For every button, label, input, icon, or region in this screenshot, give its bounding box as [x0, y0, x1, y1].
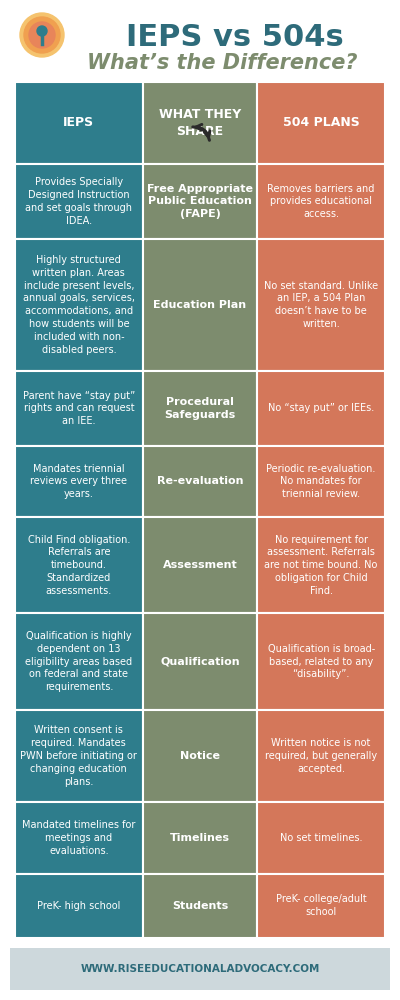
FancyBboxPatch shape: [15, 874, 143, 938]
Text: PreK- college/adult
school: PreK- college/adult school: [276, 894, 366, 917]
Text: IEPS: IEPS: [63, 116, 94, 129]
Text: No set timelines.: No set timelines.: [280, 833, 362, 843]
Text: Qualification: Qualification: [160, 657, 240, 667]
Text: Mandates triennial
reviews every three
years.: Mandates triennial reviews every three y…: [30, 464, 127, 499]
FancyBboxPatch shape: [15, 82, 143, 164]
Text: PreK- high school: PreK- high school: [37, 901, 120, 911]
FancyBboxPatch shape: [143, 874, 257, 938]
Text: Free Appropriate
Public Education
(FAPE): Free Appropriate Public Education (FAPE): [147, 184, 253, 219]
FancyBboxPatch shape: [143, 517, 257, 613]
Text: Timelines: Timelines: [170, 833, 230, 843]
FancyBboxPatch shape: [257, 82, 385, 164]
FancyBboxPatch shape: [143, 239, 257, 371]
FancyBboxPatch shape: [15, 710, 143, 802]
FancyBboxPatch shape: [257, 802, 385, 874]
FancyBboxPatch shape: [143, 613, 257, 710]
FancyBboxPatch shape: [257, 517, 385, 613]
Text: Qualification is broad-
based, related to any
“disability”.: Qualification is broad- based, related t…: [268, 644, 375, 679]
FancyBboxPatch shape: [10, 948, 390, 990]
FancyBboxPatch shape: [143, 446, 257, 517]
Text: Highly structured
written plan. Areas
include present levels,
annual goals, serv: Highly structured written plan. Areas in…: [23, 255, 135, 355]
FancyBboxPatch shape: [257, 874, 385, 938]
FancyBboxPatch shape: [15, 613, 143, 710]
Text: Procedural
Safeguards: Procedural Safeguards: [164, 397, 236, 420]
FancyBboxPatch shape: [15, 446, 143, 517]
Text: Provides Specially
Designed Instruction
and set goals through
IDEA.: Provides Specially Designed Instruction …: [25, 177, 132, 226]
Text: Mandated timelines for
meetings and
evaluations.: Mandated timelines for meetings and eval…: [22, 820, 136, 856]
FancyBboxPatch shape: [15, 517, 143, 613]
Text: Qualification is highly
dependent on 13
eligibility areas based
on federal and s: Qualification is highly dependent on 13 …: [25, 631, 132, 692]
Text: Education Plan: Education Plan: [154, 300, 246, 310]
Circle shape: [37, 26, 47, 36]
Circle shape: [29, 22, 55, 48]
Text: 504 PLANS: 504 PLANS: [283, 116, 360, 129]
Text: Assessment: Assessment: [163, 560, 237, 570]
FancyBboxPatch shape: [257, 239, 385, 371]
FancyBboxPatch shape: [15, 802, 143, 874]
Text: IEPS vs 504s: IEPS vs 504s: [126, 22, 344, 51]
FancyBboxPatch shape: [15, 239, 143, 371]
FancyBboxPatch shape: [15, 371, 143, 446]
FancyBboxPatch shape: [143, 710, 257, 802]
Text: No “stay put” or IEEs.: No “stay put” or IEEs.: [268, 403, 374, 413]
Circle shape: [20, 13, 64, 57]
FancyBboxPatch shape: [257, 164, 385, 239]
Text: Notice: Notice: [180, 751, 220, 761]
FancyBboxPatch shape: [143, 802, 257, 874]
Text: Child Find obligation.
Referrals are
timebound.
Standardized
assessments.: Child Find obligation. Referrals are tim…: [28, 535, 130, 596]
FancyBboxPatch shape: [257, 446, 385, 517]
Text: What’s the Difference?: What’s the Difference?: [87, 53, 357, 73]
FancyBboxPatch shape: [257, 613, 385, 710]
FancyBboxPatch shape: [143, 371, 257, 446]
FancyBboxPatch shape: [257, 710, 385, 802]
Text: Written consent is
required. Mandates
PWN before initiating or
changing educatio: Written consent is required. Mandates PW…: [20, 725, 137, 787]
Text: Periodic re-evaluation.
No mandates for
triennial review.: Periodic re-evaluation. No mandates for …: [266, 464, 376, 499]
FancyBboxPatch shape: [143, 164, 257, 239]
FancyBboxPatch shape: [143, 82, 257, 164]
Text: No requirement for
assessment. Referrals
are not time bound. No
obligation for C: No requirement for assessment. Referrals…: [264, 535, 378, 596]
Text: Written notice is not
required, but generally
accepted.: Written notice is not required, but gene…: [265, 738, 377, 774]
Text: WHAT THEY
SHARE: WHAT THEY SHARE: [159, 108, 241, 138]
Text: Re-evaluation: Re-evaluation: [157, 476, 243, 486]
Text: No set standard. Unlike
an IEP, a 504 Plan
doesn’t have to be
written.: No set standard. Unlike an IEP, a 504 Pl…: [264, 281, 378, 329]
Text: Students: Students: [172, 901, 228, 911]
Text: WWW.RISEEDUCATIONALADVOCACY.COM: WWW.RISEEDUCATIONALADVOCACY.COM: [80, 964, 320, 974]
Text: Removes barriers and
provides educational
access.: Removes barriers and provides educationa…: [268, 184, 375, 219]
FancyBboxPatch shape: [15, 164, 143, 239]
FancyBboxPatch shape: [257, 371, 385, 446]
Text: Parent have “stay put”
rights and can request
an IEE.: Parent have “stay put” rights and can re…: [23, 391, 135, 426]
Circle shape: [24, 17, 60, 53]
